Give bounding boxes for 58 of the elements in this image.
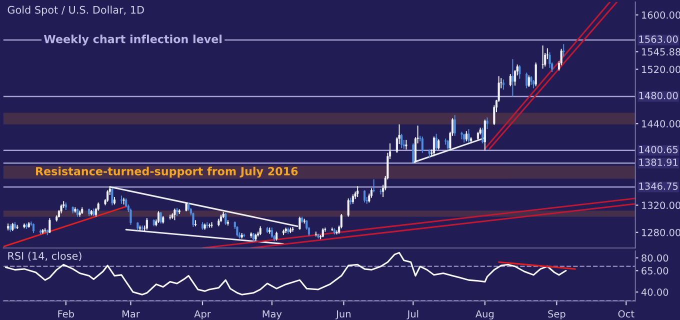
ref-line-label: 1400.65	[639, 146, 678, 154]
candlestick	[405, 139, 408, 150]
annotation: Weekly chart inflection level	[44, 34, 222, 46]
x-tick-label: Oct	[618, 310, 634, 318]
y-tick-label: 40.00	[641, 288, 668, 296]
chart-title: RSI (14, close)	[8, 252, 82, 262]
candlestick	[502, 78, 504, 90]
ref-line-label: 1563.00	[639, 36, 678, 43]
candlestick	[482, 127, 484, 144]
candlestick	[192, 212, 194, 228]
y-tick-label: 65.00	[642, 267, 668, 274]
candlestick	[509, 74, 512, 87]
candlestick	[528, 74, 530, 88]
candlestick	[465, 130, 468, 142]
candlestick	[130, 208, 132, 226]
candlestick	[562, 44, 565, 57]
candlestick	[548, 52, 551, 68]
candlestick	[542, 45, 544, 70]
candlestick	[454, 114, 456, 136]
y-tick-label: 1545.88	[642, 48, 680, 56]
ref-line-label: 1480.00	[639, 92, 678, 100]
candlestick	[356, 186, 359, 198]
ref-line-label: 1346.75	[639, 182, 678, 190]
chart-title: Gold Spot / U.S. Dollar, 1D	[8, 6, 144, 16]
candlestick	[534, 62, 537, 87]
candlestick	[400, 133, 403, 149]
y-tick-label: 80.00	[642, 254, 668, 262]
candlestick	[438, 138, 440, 150]
candlestick	[364, 190, 366, 203]
x-tick-label: Mar	[122, 310, 140, 318]
candlestick	[224, 212, 227, 226]
x-tick-label: Aug	[476, 310, 494, 320]
candlestick	[160, 212, 162, 224]
candlestick	[412, 142, 414, 164]
x-tick-label: Feb	[58, 310, 74, 318]
candlestick	[347, 198, 350, 218]
candlestick	[526, 72, 528, 89]
candlestick	[446, 139, 449, 151]
candlestick	[435, 133, 438, 152]
x-tick-label: May	[262, 310, 282, 320]
x-tick-label: Sep	[548, 310, 566, 320]
x-tick-label: Jun	[336, 310, 350, 320]
x-tick-label: Jul	[406, 310, 418, 320]
candlestick	[174, 208, 176, 221]
candlestick	[372, 178, 375, 193]
x-tick-label: Apr	[194, 310, 211, 320]
candlestick	[352, 194, 354, 204]
band-label: Resistance-turned-support from July 2016	[36, 166, 298, 178]
candlestick	[157, 210, 160, 224]
candlestick	[421, 136, 424, 154]
ref-line-label: 1381.91	[639, 158, 678, 166]
candlestick	[194, 220, 197, 227]
candlestick	[468, 128, 470, 144]
candlestick	[370, 188, 373, 198]
candlestick	[270, 227, 273, 238]
candlestick	[486, 117, 488, 130]
candlestick	[518, 64, 521, 80]
candlestick	[512, 58, 514, 97]
